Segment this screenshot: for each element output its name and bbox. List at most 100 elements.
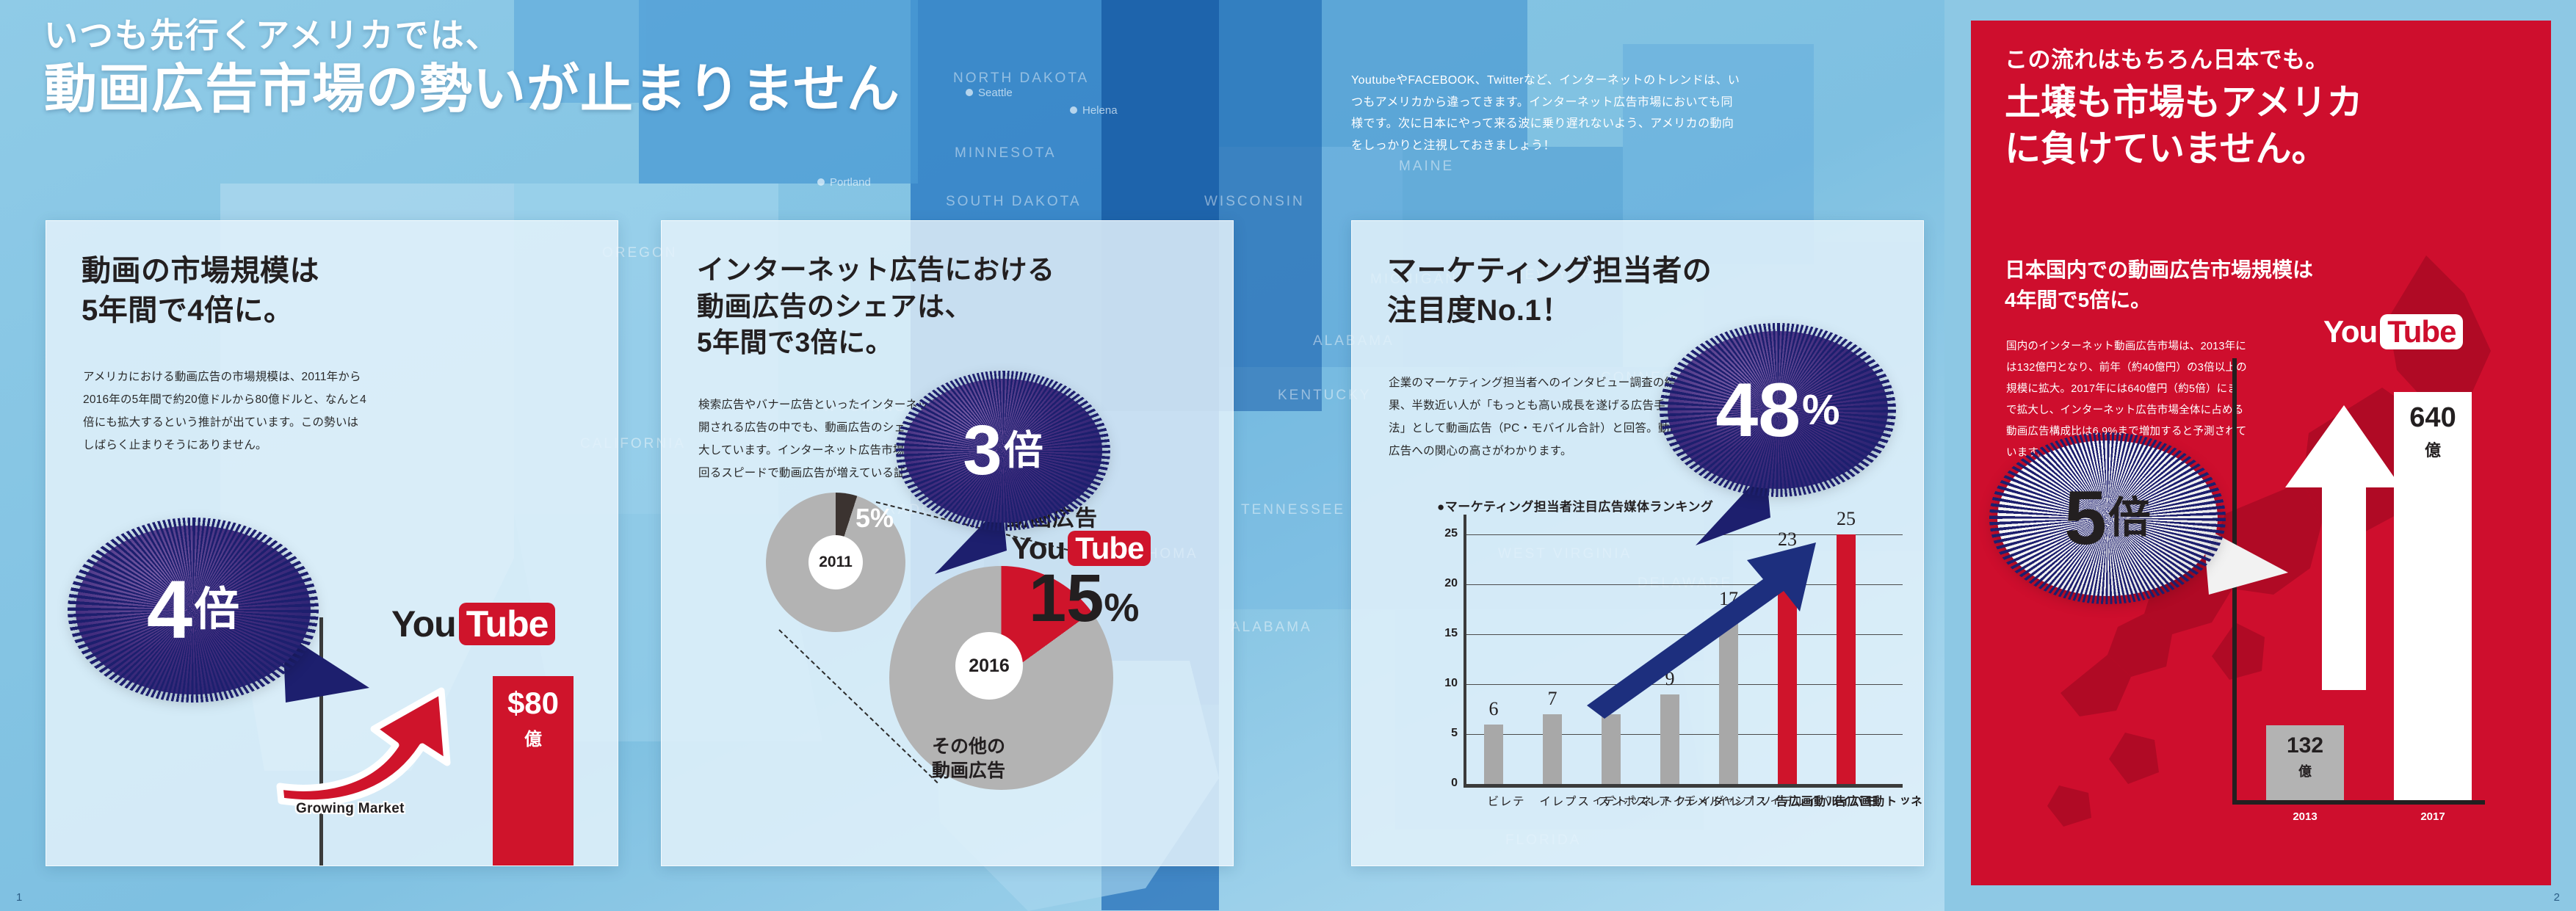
growing-market-label: Growing Market — [296, 801, 405, 816]
svg-text:KENTUCKY: KENTUCKY — [1278, 388, 1371, 403]
card3-bar-2-value: 7 — [1547, 688, 1557, 709]
card1-bar-2016-value: $80 億 — [507, 686, 560, 750]
badge-3x-number: 3 — [963, 411, 1002, 490]
card3-bar-1-value: 6 — [1488, 698, 1499, 719]
right-title-line1: この流れはもちろん日本でも。 — [2005, 47, 2329, 73]
card3-bar-5 — [1719, 614, 1738, 784]
card3-gridline-10 — [1466, 684, 1903, 685]
card-video-market-size: 動画の市場規模は 5年間で4倍に。 アメリカにおける動画広告の市場規模は、201… — [46, 220, 618, 866]
card3-chart-x-axis — [1464, 784, 1903, 788]
right-title-line2: 土壌も市場もアメリカ に負けていません。 — [2005, 83, 2363, 170]
svg-text:NORTH DAKOTA: NORTH DAKOTA — [953, 70, 1089, 86]
badge-5x: 5 倍 — [1989, 432, 2226, 604]
card3-ytick-25: 25 — [1444, 527, 1458, 540]
badge-48pct-unit: % — [1802, 385, 1840, 434]
upward-trend-arrow-icon — [1587, 542, 1816, 719]
card3-ytick-15: 15 — [1444, 627, 1458, 639]
right-bar-2017 — [2394, 392, 2472, 800]
right-bar-2013 — [2266, 725, 2344, 800]
badge-4x-unit: 倍 — [194, 584, 240, 635]
svg-text:TENNESSEE: TENNESSEE — [1241, 502, 1345, 518]
youtube-logo-card2-you: You — [1011, 531, 1066, 565]
right-xtick-2017: 2017 — [2420, 810, 2445, 823]
card1-body: アメリカにおける動画広告の市場規模は、2011年から2016年の5年間で約20億… — [83, 371, 366, 451]
card1-bar-2016 — [493, 676, 574, 865]
card1-chart-y-axis — [319, 617, 323, 865]
svg-text:WISCONSIN: WISCONSIN — [1204, 194, 1305, 209]
card3-ytick-20: 20 — [1444, 577, 1458, 589]
card3-cat-5: モ バ イ ル デ ィ ス プ レ イ — [1715, 795, 1842, 807]
card-marketer-attention: マーケティング担当者の 注目度No.1！ 企業のマーケティング担当者へのインタビ… — [1351, 220, 1924, 866]
card3-cat-6: モ バ イ ル 動 画 広 告 — [1773, 795, 1875, 807]
japan-panel: この流れはもちろん日本でも。 土壌も市場もアメリカ に負けていません。 日本国内… — [1971, 21, 2551, 885]
right-subtitle: 日本国内での動画広告市場規模は 4年間で5倍に。 — [2005, 258, 2314, 311]
card3-cat-1: テ レ ビ — [1485, 795, 1523, 807]
card2-heading: インターネット広告における 動画広告のシェアは、 5年間で3倍に。 — [697, 255, 1055, 358]
card3-ytick-10: 10 — [1444, 677, 1458, 689]
badge-5x-tail — [2203, 527, 2288, 595]
card3-gridline-25 — [1466, 534, 1903, 535]
card3-chart-caption: ●マーケティング担当者注目広告媒体ランキング — [1437, 500, 1714, 514]
card3-cat-4: ソ ー シ ャ ル メ デ ィ ア — [1656, 795, 1770, 807]
growth-arrow-icon — [276, 687, 451, 807]
svg-text:Portland: Portland — [830, 176, 871, 189]
card3-gridline-5 — [1466, 734, 1903, 735]
card3-bar-7-value: 25 — [1837, 508, 1856, 529]
intro-note: YoutubeやFACEBOOK、Twitterなど、インターネットのトレンドは… — [1351, 74, 1740, 152]
card3-ytick-0: 0 — [1451, 777, 1458, 789]
badge-5x-number: 5 — [2064, 476, 2107, 561]
card3-cat-2: ネ ッ ト デ ィ ス プ レ イ — [1537, 795, 1651, 807]
card3-bar-2 — [1543, 714, 1562, 784]
pie-2011-value: 5% — [855, 503, 894, 533]
badge-48pct: 48 % — [1660, 323, 1896, 497]
youtube-logo-card2: You Tube — [1011, 531, 1151, 566]
svg-text:Seattle: Seattle — [978, 87, 1013, 99]
badge-4x-number: 4 — [146, 564, 193, 656]
card3-cat-7: ネ ッ ト 動 画 広 告 — [1832, 795, 1921, 807]
svg-text:OREGON: OREGON — [602, 245, 677, 261]
svg-text:MINNESOTA: MINNESOTA — [955, 145, 1057, 161]
youtube-logo-right-tube: Tube — [2380, 314, 2464, 349]
card3-bar-7 — [1837, 534, 1856, 784]
pie-2011-year-label: 2011 — [808, 535, 863, 589]
badge-48pct-number: 48 — [1715, 367, 1801, 453]
page-title-line2: 動画広告市場の勢いが止まりません — [44, 59, 900, 119]
right-page-title: この流れはもちろん日本でも。 土壌も市場もアメリカ に負けていません。 — [2005, 44, 2363, 173]
svg-text:Helena: Helena — [1082, 104, 1118, 117]
right-page-number: 2 — [2553, 891, 2560, 904]
pie-2016-value: 15% — [1029, 561, 1140, 636]
page-title-line1: いつも先行くアメリカでは、 — [44, 16, 501, 54]
card3-bar-4 — [1660, 694, 1679, 784]
right-page: この流れはもちろん日本でも。 土壌も市場もアメリカ に負けていません。 日本国内… — [1944, 0, 2576, 911]
right-xtick-2013: 2013 — [2293, 810, 2318, 823]
right-body-text: 国内のインターネット動画広告市場は、2013年には132億円となり、前年（約40… — [2006, 341, 2247, 459]
right-chart-x-axis — [2232, 800, 2485, 805]
card3-bar-3 — [1602, 714, 1621, 784]
right-bar-2017-value: 640 億 — [2409, 402, 2456, 460]
youtube-logo-right-you: You — [2323, 314, 2378, 349]
card-video-ad-share: インターネット広告における 動画広告のシェアは、 5年間で3倍に。 検索広告やバ… — [661, 220, 1234, 866]
card3-chart-y-axis — [1464, 515, 1466, 786]
legend-other-video-ad-label: その他の 動画広告 — [932, 736, 1006, 781]
youtube-logo-right: You Tube — [2323, 314, 2464, 349]
svg-text:ALABAMA: ALABAMA — [1231, 620, 1312, 635]
left-page: NORTH DAKOTA MINNESOTA SOUTH DAKOTA WISC… — [0, 0, 1944, 911]
card3-gridline-20 — [1466, 584, 1903, 585]
card1-heading: 動画の市場規模は 5年間で4倍に。 — [82, 255, 319, 327]
youtube-logo-card2-tube: Tube — [1068, 531, 1151, 566]
card3-gridline-15 — [1466, 634, 1903, 635]
card3-heading: マーケティング担当者の 注目度No.1！ — [1387, 255, 1712, 327]
right-growth-arrow-icon — [2285, 405, 2401, 690]
youtube-logo: You Tube — [391, 603, 556, 645]
right-bar-2013-value: 132 億 — [2286, 733, 2324, 779]
svg-text:MAINE: MAINE — [1399, 159, 1454, 174]
left-page-number: 1 — [16, 891, 23, 904]
svg-text:SOUTH DAKOTA: SOUTH DAKOTA — [946, 194, 1082, 209]
card3-bar-6-value: 23 — [1778, 529, 1797, 550]
page-title: いつも先行くアメリカでは、 動画広告市場の勢いが止まりません — [44, 15, 900, 120]
badge-4x: 4 倍 — [68, 518, 319, 703]
badge-3x: 3 倍 — [896, 371, 1110, 531]
card3-bar-1 — [1484, 725, 1503, 784]
youtube-logo-you: You — [391, 603, 457, 645]
badge-5x-unit: 倍 — [2108, 494, 2151, 542]
